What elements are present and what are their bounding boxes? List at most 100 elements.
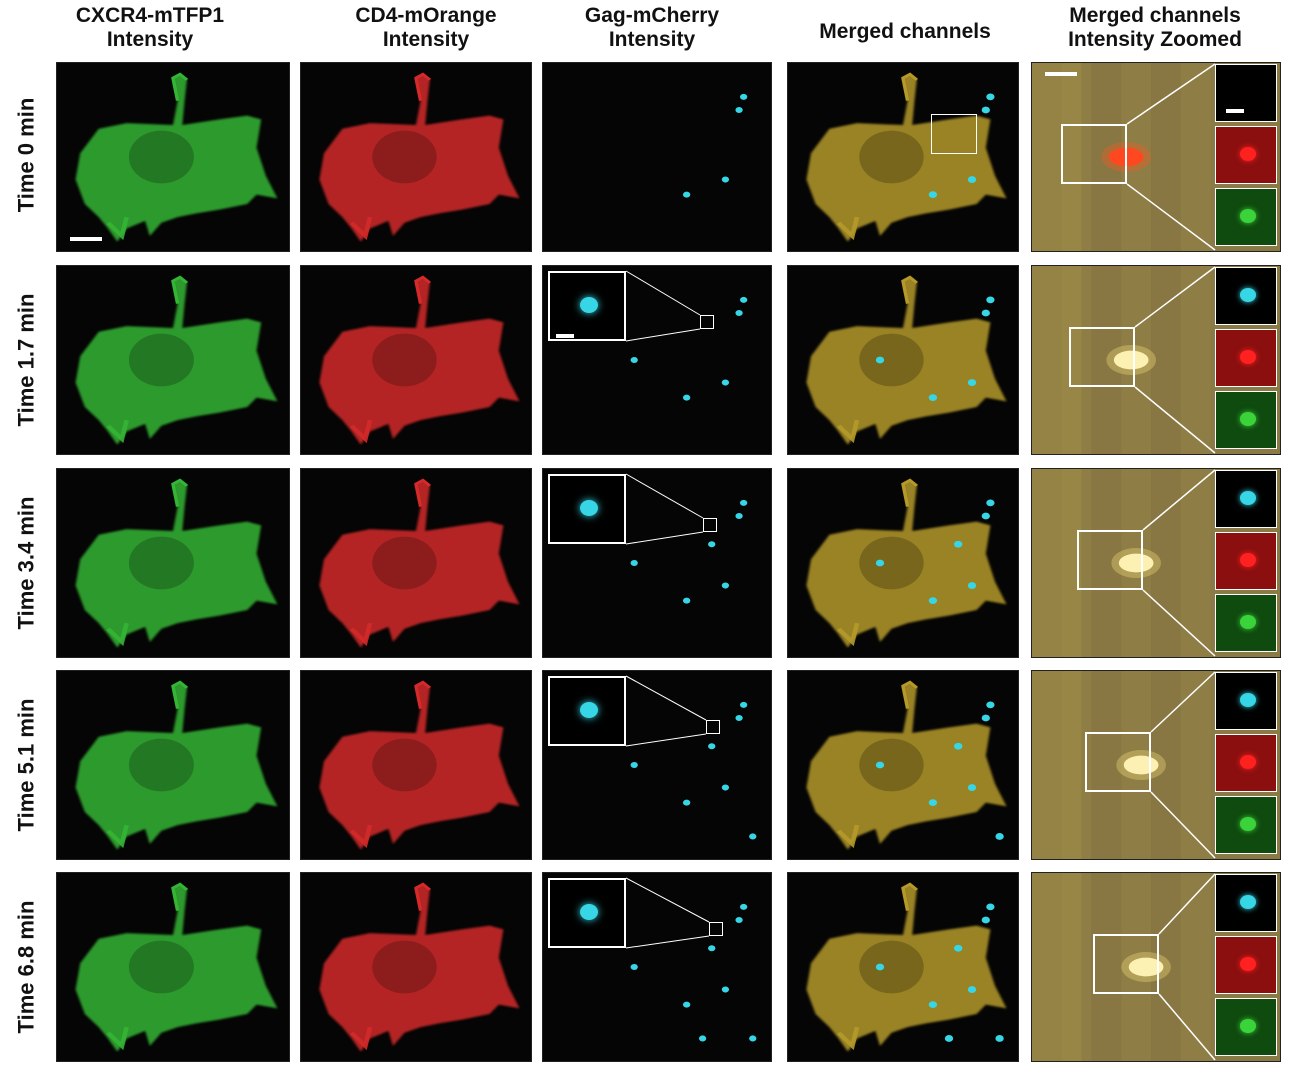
pixel-block (1180, 671, 1211, 859)
pixel-block (1151, 63, 1181, 251)
zoom-thumb-cxcr4 (1215, 391, 1277, 449)
thumb-particle (1240, 288, 1256, 302)
thumb-particle (1240, 895, 1256, 909)
gag-particle (981, 714, 990, 722)
thumb-particle (1240, 957, 1256, 971)
pixel-block (1180, 266, 1211, 454)
gag-particle (928, 1001, 938, 1008)
filopodium (171, 275, 189, 304)
nucleus-region (128, 940, 194, 994)
panel-merged-row-2 (787, 468, 1019, 658)
zoom-thumb-cd4 (1215, 734, 1277, 792)
pixel-block (1180, 469, 1211, 657)
nucleus-region (372, 130, 437, 184)
filopodium (901, 478, 919, 507)
gag-particle (967, 379, 977, 386)
zoomed-particle (1128, 957, 1164, 977)
column-header-cd4-line2: Intensity (382, 28, 470, 51)
gag-particle (954, 944, 963, 952)
pixel-block (1180, 63, 1211, 251)
gag-particle (954, 742, 963, 750)
gag-particle (967, 784, 977, 791)
zoom-thumb-cd4 (1215, 329, 1277, 387)
zoomed-particle (1113, 350, 1149, 370)
filopodium (171, 478, 189, 507)
scale-bar (70, 237, 102, 241)
gag-particle (721, 784, 730, 791)
gag-particle (721, 986, 730, 993)
zoom-thumb-cxcr4 (1215, 594, 1277, 652)
nucleus-region (859, 940, 924, 994)
protrusion (349, 216, 373, 241)
cell-cd4 (319, 74, 520, 242)
gag-particle (995, 1035, 1004, 1042)
zoom-thumb-gag (1215, 874, 1277, 932)
gag-particle (630, 963, 638, 971)
protrusion (836, 824, 860, 849)
gag-particle (630, 356, 638, 364)
gag-inset (548, 676, 626, 746)
gag-inset (548, 271, 626, 341)
protrusion (836, 1026, 860, 1051)
nucleus-region (372, 738, 437, 792)
gag-particle (986, 701, 995, 709)
panel-gag-row-0 (542, 62, 772, 252)
row-label-4: Time 6.8 min (0, 872, 52, 1062)
thumb-particle (1240, 615, 1256, 629)
row-label-0: Time 0 min (0, 60, 52, 250)
gag-particle (981, 106, 990, 114)
cell-merged (806, 884, 1007, 1052)
row-label-text: Time 3.4 min (13, 496, 38, 630)
filopodium (901, 882, 919, 911)
zoom-region-box (1061, 124, 1127, 184)
panel-merged-row-0 (787, 62, 1019, 252)
pixel-block (1091, 671, 1122, 859)
merged-region-box (931, 114, 977, 154)
panel-cxcr4-row-4 (56, 872, 290, 1062)
column-header-cxcr4: CXCR4-mTFP1 Intensity (50, 4, 250, 52)
gag-particle (749, 1035, 757, 1042)
nucleus-region (859, 738, 924, 792)
nucleus-region (859, 333, 924, 387)
zoom-thumb-cxcr4 (1215, 188, 1277, 246)
gag-particle (735, 512, 743, 520)
panel-cd4-row-3 (300, 670, 532, 860)
nucleus-region (859, 130, 924, 184)
gag-particle (630, 559, 638, 567)
protrusion (349, 824, 373, 849)
zoom-thumb-cxcr4 (1215, 998, 1277, 1056)
gag-particle (986, 93, 995, 101)
column-header-gag-line2: Intensity (608, 28, 696, 51)
gag-particle (721, 176, 730, 183)
nucleus-region (372, 333, 437, 387)
thumb-particle (1240, 1019, 1256, 1033)
thumb-particle (1240, 209, 1256, 223)
gag-particle (735, 309, 743, 317)
gag-particle (708, 743, 716, 750)
nucleus-region (372, 940, 437, 994)
row-label-text: Time 6.8 min (13, 900, 38, 1034)
gag-particle (739, 701, 748, 708)
gag-particle (967, 176, 977, 183)
nucleus-region (128, 130, 194, 184)
gag-inset-particle (580, 500, 598, 516)
gag-particle (682, 1001, 691, 1008)
gag-particle (986, 296, 995, 304)
protrusion (836, 419, 860, 444)
nucleus-region (128, 536, 194, 590)
gag-particle (967, 986, 977, 993)
panel-cxcr4-row-2 (56, 468, 290, 658)
nucleus-region (372, 536, 437, 590)
thumb-particle (1240, 412, 1256, 426)
gag-particle (708, 945, 716, 952)
cell-cd4 (319, 277, 520, 445)
gag-particle (735, 106, 743, 114)
membrane-edge (1032, 63, 1082, 251)
gag-particle (928, 191, 938, 198)
column-header-zoom: Merged channels Intensity Zoomed (1035, 4, 1275, 52)
scale-bar (1226, 109, 1244, 113)
cell-merged (806, 480, 1007, 648)
gag-particle (735, 916, 743, 924)
filopodium (901, 275, 919, 304)
column-header-cd4: CD4-mOrange Intensity (326, 4, 526, 52)
